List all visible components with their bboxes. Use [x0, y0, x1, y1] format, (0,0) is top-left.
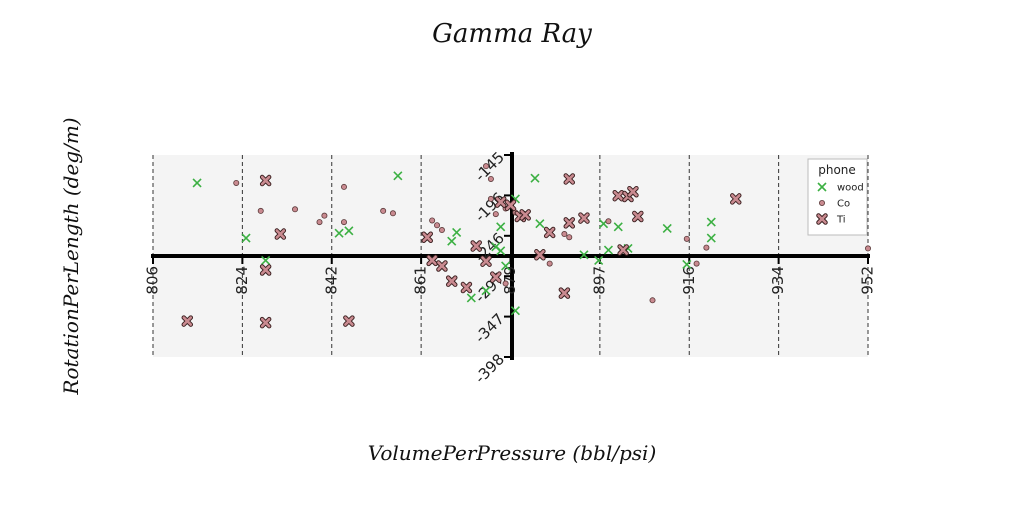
point-co [341, 219, 346, 224]
point-ti [546, 229, 553, 236]
point-co [493, 211, 498, 216]
point-co [819, 200, 824, 205]
point-ti [615, 192, 622, 199]
point-co [381, 208, 386, 213]
point-ti [463, 284, 470, 291]
legend: phone wood Co Ti [808, 159, 867, 235]
point-co [258, 208, 263, 213]
legend-entry-wood: wood [837, 183, 864, 194]
chart-title: Gamma Ray [432, 19, 592, 49]
point-ti [561, 290, 568, 297]
x-tick-label: 824 [233, 266, 251, 295]
point-ti [262, 266, 269, 273]
point-co [439, 227, 444, 232]
y-axis-label: RotationPerLength (deg/m) [59, 117, 83, 395]
x-tick-label: 842 [322, 266, 340, 295]
point-ti [438, 262, 445, 269]
x-tick-label: 861 [412, 266, 430, 295]
x-tick-label: 806 [144, 266, 162, 295]
point-co [341, 184, 346, 189]
point-ti [483, 258, 490, 265]
legend-title: phone [818, 163, 856, 177]
point-ti [492, 274, 499, 281]
point-ti [634, 213, 641, 220]
point-co [234, 180, 239, 185]
point-ti [566, 219, 573, 226]
point-ti [473, 243, 480, 250]
point-ti [507, 202, 514, 209]
point-co [488, 176, 493, 181]
point-ti [448, 278, 455, 285]
point-co [503, 281, 508, 286]
point-co [547, 261, 552, 266]
point-co [694, 261, 699, 266]
point-ti [429, 257, 436, 264]
point-co [483, 164, 488, 169]
point-co [865, 246, 870, 251]
point-co [567, 235, 572, 240]
point-ti [566, 175, 573, 182]
point-ti [620, 247, 627, 254]
point-ti [184, 318, 191, 325]
point-ti [580, 215, 587, 222]
point-co [684, 236, 689, 241]
point-co [562, 231, 567, 236]
point-ti [819, 216, 826, 223]
point-co [430, 218, 435, 223]
point-ti [262, 319, 269, 326]
point-co [650, 298, 655, 303]
point-ti [424, 234, 431, 241]
legend-entry-Co: Co [837, 199, 850, 210]
point-ti [277, 231, 284, 238]
point-co [317, 219, 322, 224]
point-ti [262, 177, 269, 184]
legend-entry-Ti: Ti [836, 215, 846, 226]
x-tick-label: 897 [590, 266, 608, 295]
point-ti [345, 318, 352, 325]
point-co [390, 211, 395, 216]
point-ti [629, 188, 636, 195]
x-tick-label: 952 [859, 266, 877, 295]
x-tick-label: 934 [769, 266, 787, 295]
point-co [322, 213, 327, 218]
point-ti [497, 199, 504, 206]
point-ti [732, 195, 739, 202]
point-co [292, 207, 297, 212]
point-co [606, 219, 611, 224]
point-co [704, 245, 709, 250]
x-axis-label: VolumePerPressure (bbl/psi) [368, 441, 657, 465]
point-ti [522, 211, 529, 218]
point-ti [536, 251, 543, 258]
point-co [434, 223, 439, 228]
point-co [488, 196, 493, 201]
x-tick-label: 916 [680, 266, 698, 295]
